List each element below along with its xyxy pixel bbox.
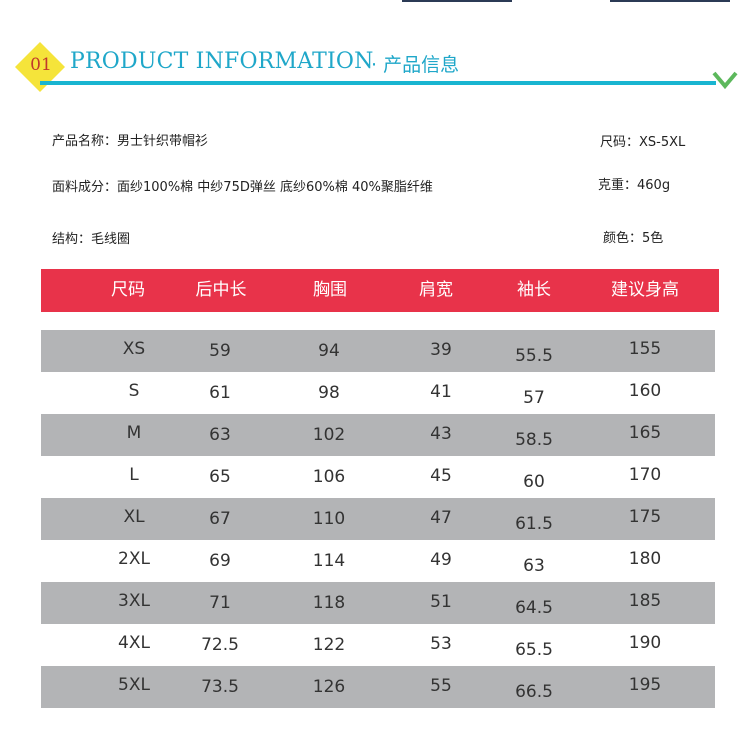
measurement-cell: 63 bbox=[209, 425, 231, 445]
fabric-weight: 克重：460g bbox=[598, 178, 671, 193]
measurement-cell: 55 bbox=[430, 676, 452, 696]
column-header: 后中长 bbox=[195, 280, 247, 300]
size-cell: L bbox=[129, 465, 139, 485]
measurement-cell: 102 bbox=[312, 425, 346, 445]
measurement-cell: 185 bbox=[628, 591, 662, 611]
measurement-cell: 160 bbox=[628, 381, 662, 401]
top-decor-line bbox=[610, 0, 730, 2]
measurement-cell: 122 bbox=[312, 635, 346, 655]
measurement-cell: 72.5 bbox=[201, 635, 239, 655]
measurement-cell: 49 bbox=[430, 550, 452, 570]
measurement-cell: 65.5 bbox=[515, 640, 553, 660]
size-cell: XS bbox=[122, 339, 146, 359]
measurement-cell: 53 bbox=[430, 634, 452, 654]
measurement-cell: 180 bbox=[628, 549, 662, 569]
size-cell: 4XL bbox=[118, 633, 150, 653]
measurement-cell: 60 bbox=[523, 472, 545, 492]
table-row: XL 67 110 47 61.5 175 bbox=[41, 498, 715, 540]
column-header: 尺码 bbox=[111, 280, 145, 300]
measurement-cell: 64.5 bbox=[515, 598, 553, 618]
measurement-cell: 51 bbox=[430, 592, 452, 612]
measurement-cell: 175 bbox=[628, 507, 662, 527]
measurement-cell: 114 bbox=[312, 551, 346, 571]
table-row: 2XL 69 114 49 63 180 bbox=[41, 540, 715, 582]
measurement-cell: 118 bbox=[312, 593, 346, 613]
measurement-cell: 94 bbox=[318, 341, 340, 361]
column-header: 建议身高 bbox=[611, 280, 679, 300]
fabric-structure: 结构：毛线圈 bbox=[52, 232, 131, 247]
measurement-cell: 39 bbox=[430, 340, 452, 360]
size-cell: 5XL bbox=[118, 675, 150, 695]
table-row: 4XL 72.5 122 53 65.5 190 bbox=[41, 624, 715, 666]
measurement-cell: 43 bbox=[430, 424, 452, 444]
size-cell: M bbox=[126, 423, 142, 443]
measurement-cell: 190 bbox=[628, 633, 662, 653]
measurement-cell: 45 bbox=[430, 466, 452, 486]
product-name: 产品名称：男士针织带帽衫 bbox=[52, 134, 209, 149]
table-row: XS 59 94 39 55.5 155 bbox=[41, 330, 715, 372]
size-cell: XL bbox=[123, 507, 145, 527]
fabric-composition: 面料成分：面纱100%棉 中纱75D弹丝 底纱60%棉 40%聚脂纤维 bbox=[52, 180, 433, 195]
table-row: 3XL 71 118 51 64.5 185 bbox=[41, 582, 715, 624]
size-cell: 2XL bbox=[118, 549, 150, 569]
measurement-cell: 47 bbox=[430, 508, 452, 528]
top-decor-line bbox=[402, 0, 512, 2]
measurement-cell: 170 bbox=[628, 465, 662, 485]
size-cell: 3XL bbox=[118, 591, 150, 611]
column-header: 胸围 bbox=[313, 280, 347, 300]
measurement-cell: 65 bbox=[209, 467, 231, 487]
measurement-cell: 66.5 bbox=[515, 682, 553, 702]
measurement-cell: 61.5 bbox=[515, 514, 553, 534]
measurement-cell: 71 bbox=[209, 593, 231, 613]
chevron-down-icon bbox=[712, 70, 738, 94]
size-cell: S bbox=[128, 381, 140, 401]
measurement-cell: 59 bbox=[209, 341, 231, 361]
measurement-cell: 69 bbox=[209, 551, 231, 571]
measurement-cell: 98 bbox=[318, 383, 340, 403]
measurement-cell: 67 bbox=[209, 509, 231, 529]
measurement-cell: 57 bbox=[523, 388, 545, 408]
table-row: 5XL 73.5 126 55 66.5 195 bbox=[41, 666, 715, 708]
section-number: 01 bbox=[30, 55, 52, 75]
measurement-cell: 155 bbox=[628, 339, 662, 359]
measurement-cell: 165 bbox=[628, 423, 662, 443]
column-header: 袖长 bbox=[517, 280, 551, 300]
size-range: 尺码：XS-5XL bbox=[600, 135, 686, 150]
measurement-cell: 110 bbox=[312, 509, 346, 529]
measurement-cell: 58.5 bbox=[515, 430, 553, 450]
section-title-en: PRODUCT INFORMATION bbox=[70, 49, 374, 74]
size-table-header: 尺码 后中长 胸围 肩宽 袖长 建议身高 bbox=[41, 269, 719, 312]
measurement-cell: 126 bbox=[312, 677, 346, 697]
header-divider bbox=[40, 81, 716, 85]
measurement-cell: 63 bbox=[523, 556, 545, 576]
measurement-cell: 41 bbox=[430, 382, 452, 402]
table-row: S 61 98 41 57 160 bbox=[41, 372, 715, 414]
table-row: M 63 102 43 58.5 165 bbox=[41, 414, 715, 456]
table-row: L 65 106 45 60 170 bbox=[41, 456, 715, 498]
section-title-cn: · 产品信息 bbox=[371, 54, 460, 76]
measurement-cell: 73.5 bbox=[201, 677, 239, 697]
column-header: 肩宽 bbox=[419, 280, 453, 300]
measurement-cell: 106 bbox=[312, 467, 346, 487]
measurement-cell: 55.5 bbox=[515, 346, 553, 366]
color-count: 颜色：5色 bbox=[603, 231, 664, 246]
diamond-badge-icon bbox=[13, 40, 67, 94]
measurement-cell: 61 bbox=[209, 383, 231, 403]
measurement-cell: 195 bbox=[628, 675, 662, 695]
section-header: 01 PRODUCT INFORMATION · 产品信息 bbox=[0, 0, 750, 100]
